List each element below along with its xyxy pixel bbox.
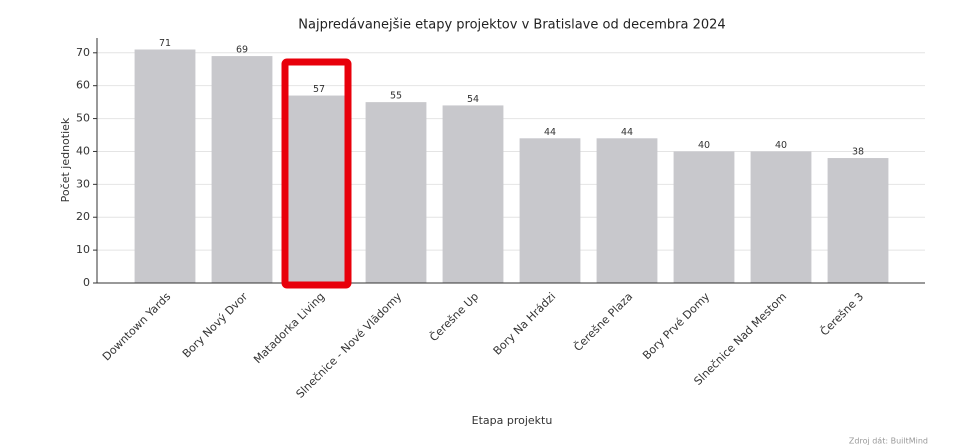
bar bbox=[673, 151, 735, 283]
value-label: 55 bbox=[390, 91, 402, 102]
bar bbox=[519, 138, 581, 283]
bar bbox=[442, 105, 504, 283]
y-tick-label: 0 bbox=[83, 276, 90, 289]
chart-title: Najpredávanejšie etapy projektov v Brati… bbox=[298, 18, 725, 33]
source: Zdroj dát: BuiltMind bbox=[849, 437, 928, 446]
bar bbox=[134, 49, 196, 283]
x-tick-label: Čerešne 3 bbox=[818, 290, 866, 338]
bar bbox=[750, 151, 812, 283]
y-tick-label: 70 bbox=[76, 46, 90, 59]
x-tick-label: Čerešne Plaza bbox=[571, 290, 635, 354]
value-label: 69 bbox=[236, 45, 248, 56]
value-label: 54 bbox=[467, 94, 479, 105]
bar bbox=[827, 158, 889, 283]
value-label: 38 bbox=[852, 147, 864, 158]
x-axis-label: Etapa projektu bbox=[472, 414, 553, 427]
y-tick-label: 60 bbox=[76, 79, 90, 92]
x-tick-label: Čerešne Up bbox=[427, 290, 481, 344]
value-label: 44 bbox=[621, 127, 633, 138]
bar bbox=[596, 138, 658, 283]
highlight-box bbox=[281, 58, 352, 289]
bar bbox=[365, 102, 427, 283]
y-tick-label: 40 bbox=[76, 144, 90, 157]
value-label: 40 bbox=[775, 140, 787, 151]
value-label: 44 bbox=[544, 127, 556, 138]
value-label: 40 bbox=[698, 140, 710, 151]
bar bbox=[288, 95, 350, 283]
y-tick-label: 30 bbox=[76, 177, 90, 190]
value-label: 71 bbox=[159, 38, 171, 49]
x-tick-label: Downtown Yards bbox=[100, 290, 173, 363]
bar bbox=[211, 56, 273, 283]
y-tick-label: 50 bbox=[76, 112, 90, 125]
x-tick-label: Bory Nový Dvor bbox=[180, 290, 251, 361]
x-tick-label: Matadorka Living bbox=[251, 290, 327, 366]
x-tick-label: Bory Prvé Domy bbox=[640, 290, 712, 362]
y-tick-label: 10 bbox=[76, 243, 90, 256]
y-tick-label: 20 bbox=[76, 210, 90, 223]
value-label: 57 bbox=[313, 84, 325, 95]
x-tick-label: Bory Na Hrádzi bbox=[491, 290, 559, 358]
y-axis-label: Počet jednotiek bbox=[59, 117, 72, 202]
